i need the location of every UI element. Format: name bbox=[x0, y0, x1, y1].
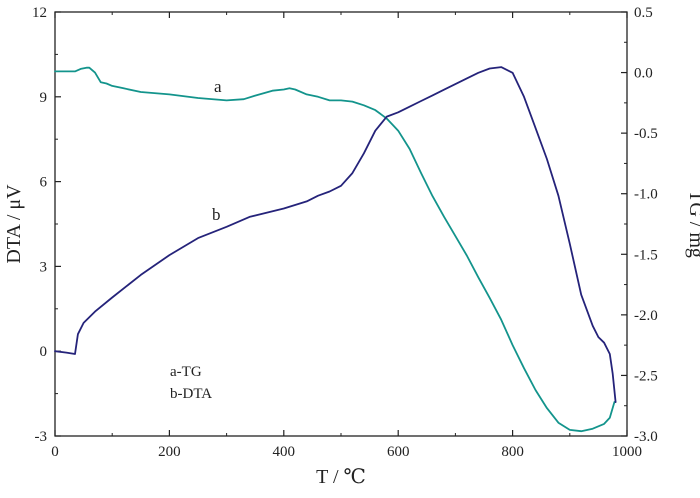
right-y-tick-label: 0.0 bbox=[634, 66, 653, 82]
series-a-line bbox=[54, 66, 616, 433]
left-y-tick-label: -3 bbox=[35, 429, 48, 445]
right-y-tick-label: -2.5 bbox=[634, 368, 658, 384]
left-y-tick-label: 0 bbox=[40, 344, 48, 360]
left-y-tick-label: 9 bbox=[40, 90, 48, 106]
x-tick-label: 400 bbox=[273, 444, 296, 460]
x-axis-title: T / ℃ bbox=[316, 466, 366, 488]
legend-entry-tg: a-TG bbox=[170, 364, 202, 380]
x-tick-label: 1000 bbox=[612, 444, 642, 460]
right-y-tick-label: -3.0 bbox=[634, 429, 658, 445]
right-y-tick-label: 0.5 bbox=[634, 5, 653, 21]
left-y-tick-label: 12 bbox=[32, 5, 47, 21]
x-tick-label: 0 bbox=[51, 444, 59, 460]
x-tick-label: 600 bbox=[387, 444, 410, 460]
series-b-line bbox=[54, 66, 617, 404]
series-b-label: b bbox=[212, 205, 221, 224]
plot-frame bbox=[54, 11, 628, 437]
left-y-tick-label: 6 bbox=[40, 175, 48, 191]
left-y-axis-title: DTA / μV bbox=[3, 184, 25, 264]
x-tick-label: 800 bbox=[501, 444, 524, 460]
legend-entry-dta: b-DTA bbox=[170, 386, 212, 402]
right-y-tick-label: -1.0 bbox=[634, 187, 658, 203]
right-y-tick-label: -2.0 bbox=[634, 308, 658, 324]
right-y-axis-ticks: -3.0 -2.5 -2.0 -1.5 -1.0 -0.5 0.0 0.5 bbox=[621, 5, 658, 445]
right-y-tick-label: -0.5 bbox=[634, 126, 658, 142]
series-a-label: a bbox=[214, 77, 222, 96]
right-y-tick-label: -1.5 bbox=[634, 247, 658, 263]
series-layer bbox=[54, 66, 617, 433]
x-axis-ticks: 0 200 400 600 800 1000 bbox=[51, 12, 642, 460]
left-y-axis-ticks: -3 0 3 6 9 12 bbox=[32, 5, 61, 445]
x-tick-label: 200 bbox=[158, 444, 181, 460]
right-y-axis-title: TG / mg bbox=[685, 190, 700, 258]
left-y-tick-label: 3 bbox=[40, 259, 48, 275]
